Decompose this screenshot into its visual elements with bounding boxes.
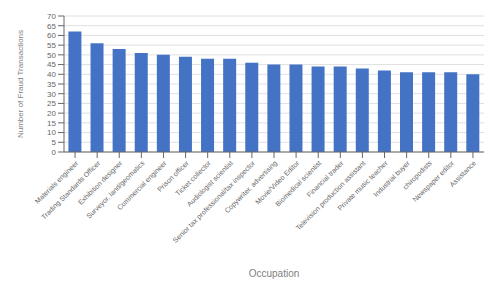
svg-text:0: 0 bbox=[52, 148, 57, 157]
svg-text:Movie/Video Editor: Movie/Video Editor bbox=[253, 159, 301, 206]
svg-text:65: 65 bbox=[47, 22, 56, 31]
svg-text:30: 30 bbox=[47, 90, 56, 99]
svg-text:35: 35 bbox=[47, 80, 56, 89]
svg-text:Senior tax professional/tax in: Senior tax professional/tax inspector bbox=[171, 159, 257, 245]
svg-text:Commercial engineer: Commercial engineer bbox=[115, 159, 168, 212]
svg-text:55: 55 bbox=[47, 41, 56, 50]
svg-text:Audiologist scientist: Audiologist scientist bbox=[185, 159, 234, 208]
svg-text:45: 45 bbox=[47, 60, 56, 69]
svg-text:Biomedical scientist: Biomedical scientist bbox=[274, 159, 323, 208]
svg-text:20: 20 bbox=[47, 109, 56, 118]
svg-text:Exhibition designer: Exhibition designer bbox=[76, 159, 124, 207]
svg-text:chiropodists: chiropodists bbox=[401, 159, 433, 191]
svg-text:Surveyor, land/geomatics: Surveyor, land/geomatics bbox=[85, 159, 146, 220]
svg-text:Occupation: Occupation bbox=[249, 268, 300, 279]
svg-text:Prison officer: Prison officer bbox=[156, 159, 190, 193]
svg-text:60: 60 bbox=[47, 31, 56, 40]
svg-text:50: 50 bbox=[47, 51, 56, 60]
svg-text:15: 15 bbox=[47, 119, 56, 128]
svg-text:Assistance: Assistance bbox=[448, 159, 477, 188]
svg-text:Television production assistan: Television production assistant bbox=[294, 159, 367, 232]
svg-text:25: 25 bbox=[47, 99, 56, 108]
svg-text:70: 70 bbox=[47, 12, 56, 21]
svg-text:Copywriter, advertising: Copywriter, advertising bbox=[223, 159, 279, 215]
svg-text:10: 10 bbox=[47, 128, 56, 137]
svg-text:Newspaper editor: Newspaper editor bbox=[411, 159, 456, 203]
svg-text:Trading Standards Officer: Trading Standards Officer bbox=[40, 159, 102, 221]
svg-text:Private music teacher: Private music teacher bbox=[336, 159, 389, 212]
svg-text:5: 5 bbox=[52, 138, 57, 147]
svg-text:Materials engineer: Materials engineer bbox=[33, 159, 80, 205]
svg-text:Industrial buyer: Industrial buyer bbox=[372, 159, 412, 199]
svg-text:Financial trader: Financial trader bbox=[305, 159, 345, 199]
svg-text:40: 40 bbox=[47, 70, 56, 79]
svg-text:Number of Fraud Transactions: Number of Fraud Transactions bbox=[16, 30, 25, 138]
svg-text:Ticket collector: Ticket collector bbox=[174, 159, 212, 197]
